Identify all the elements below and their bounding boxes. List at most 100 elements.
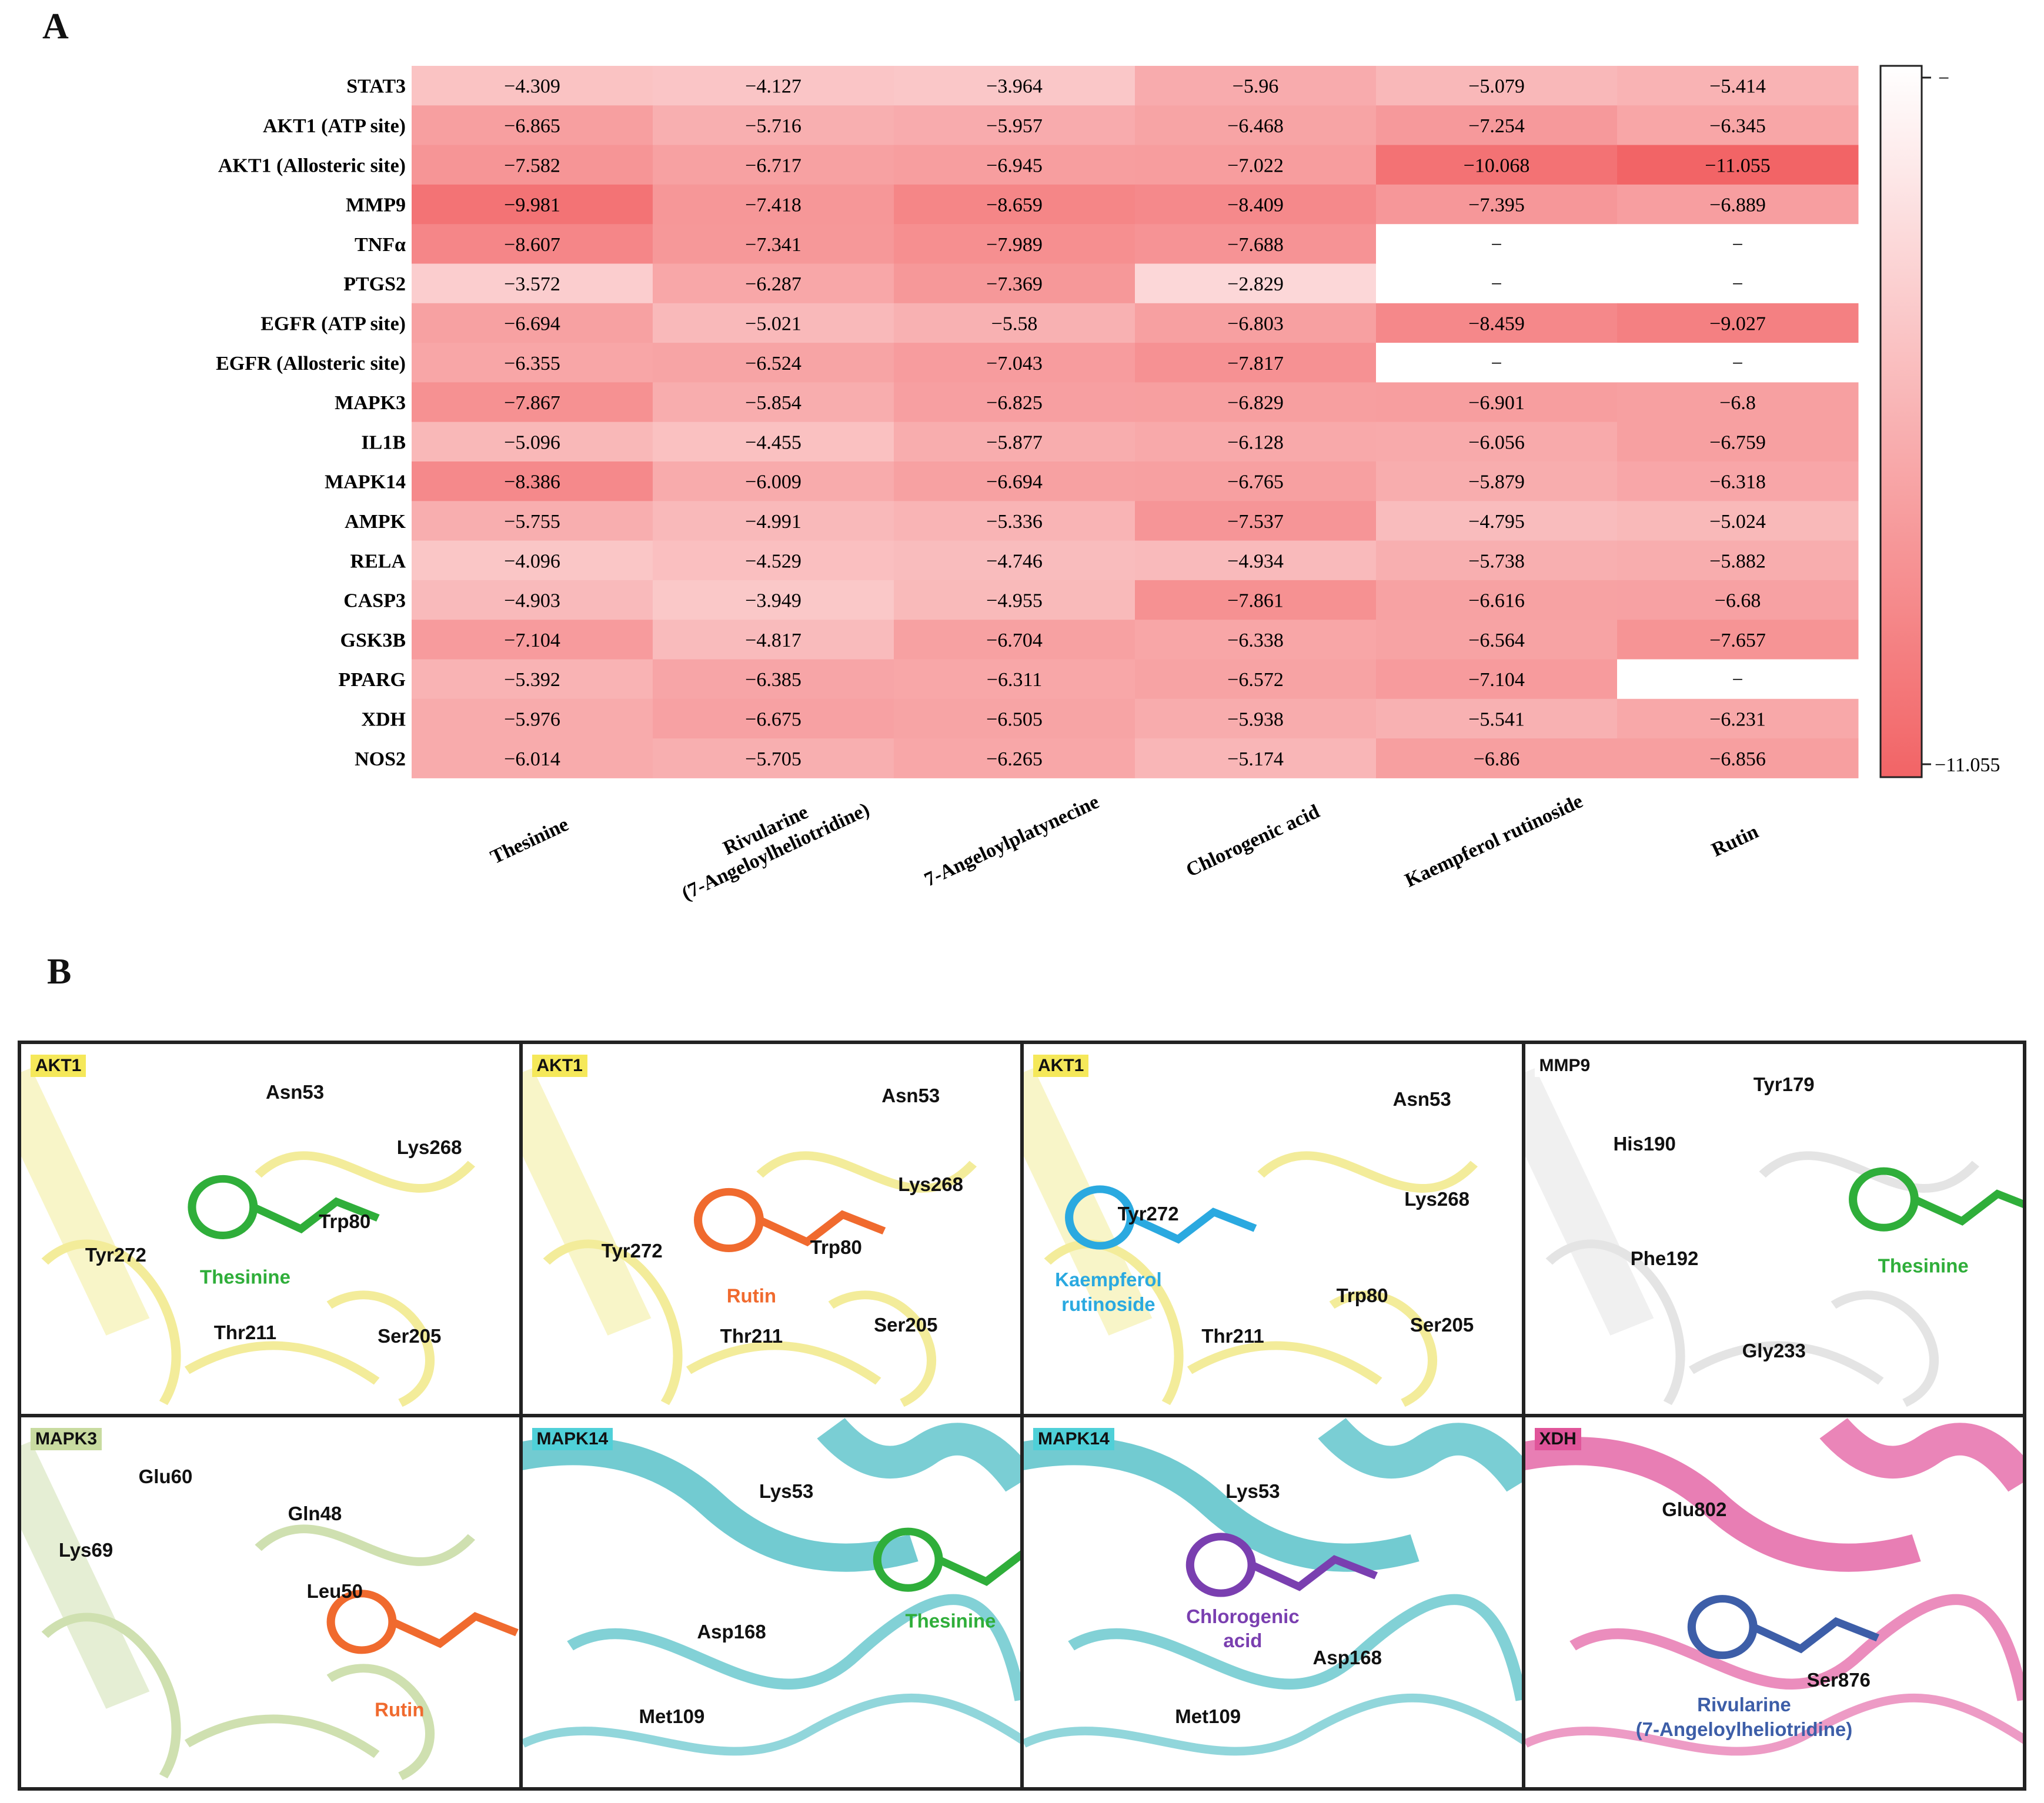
cell-value: −5.392 <box>504 669 560 691</box>
cell-value: −6.856 <box>1709 748 1766 770</box>
cell-value: −7.043 <box>986 353 1043 374</box>
colorbar <box>1879 65 1923 778</box>
docking-panel: AKT1 Asn53 Lys268 Trp80 Tyr272 Thr211 Ser205 Th… <box>19 1042 521 1416</box>
heatmap-cell <box>1376 659 1618 700</box>
heatmap-cell <box>1135 501 1377 541</box>
colorbar-max-label: − <box>1938 68 1949 89</box>
residue-label: Phe192 <box>1630 1247 1699 1269</box>
ligand-structure <box>1848 1167 1919 1232</box>
heatmap-cell <box>1617 66 1859 106</box>
heatmap-cell <box>1135 422 1377 462</box>
residue-label: Tyr272 <box>85 1243 146 1266</box>
cell-value: −6.009 <box>745 471 801 493</box>
residue-label: Glu802 <box>1662 1498 1727 1521</box>
cell-value: −6.345 <box>1709 115 1766 137</box>
cell-value: −6.311 <box>987 669 1042 691</box>
row-label: AMPK <box>345 511 406 533</box>
cell-value: −6.68 <box>1715 590 1761 612</box>
cell-value: −3.949 <box>745 590 801 612</box>
cell-value: −6.616 <box>1468 590 1525 612</box>
cell-value: −7.418 <box>745 195 801 216</box>
docking-panel: AKT1 Asn53 Lys268 Tyr272 Trp80 Thr211 Ser205 Ru… <box>520 1042 1022 1416</box>
heatmap-cell <box>1376 620 1618 660</box>
cell-value: −8.459 <box>1468 313 1525 334</box>
cell-value: −5.877 <box>986 431 1043 453</box>
heatmap-cell <box>653 580 894 620</box>
heatmap-cell <box>412 343 653 383</box>
heatmap-cell <box>653 343 894 383</box>
residue-label: Trp80 <box>810 1236 862 1258</box>
column-label-line: 7-Angeloylplatynecine <box>921 791 1102 891</box>
heatmap-cell <box>894 343 1135 383</box>
heatmap-cell <box>412 184 653 225</box>
heatmap-cell <box>894 263 1135 304</box>
protein-structure <box>522 1417 1020 1756</box>
cell-value: −6.889 <box>1709 195 1766 216</box>
cell-value: −4.955 <box>986 590 1043 612</box>
heatmap-cell <box>412 738 653 778</box>
heatmap-cell <box>1376 263 1618 304</box>
residue-label: His190 <box>1613 1132 1676 1155</box>
cell-value: −7.861 <box>1227 590 1284 612</box>
residue-label: Gly233 <box>1742 1340 1806 1362</box>
heatmap-cell <box>1376 738 1618 778</box>
cell-value: −6.694 <box>504 313 560 334</box>
protein-structure <box>1525 1417 2023 1756</box>
heatmap-cell <box>653 698 894 739</box>
residue-label: Asn53 <box>1392 1088 1451 1110</box>
heatmap-cell <box>1135 263 1377 304</box>
residue-label: Glu60 <box>138 1465 193 1487</box>
residue-label: Thr211 <box>720 1324 783 1347</box>
column-label: Chlorogenic acid <box>1183 801 1323 881</box>
cell-value: − <box>1491 234 1502 256</box>
cell-value: −6.524 <box>745 353 801 374</box>
ligand-structure <box>1065 1185 1135 1250</box>
cell-value: −6.829 <box>1227 392 1284 414</box>
heatmap-cell <box>1135 659 1377 700</box>
heatmap-cell <box>412 422 653 462</box>
heatmap-cell <box>894 145 1135 185</box>
protein-tag: MMP9 <box>1534 1055 1595 1077</box>
heatmap-cell <box>894 382 1135 423</box>
cell-value: −3.964 <box>986 76 1043 98</box>
cell-value: −7.657 <box>1709 630 1766 651</box>
cell-value: −6.265 <box>986 748 1043 770</box>
cell-value: −6.318 <box>1709 471 1766 493</box>
row-label: MMP9 <box>346 195 406 216</box>
heatmap-cell <box>412 501 653 541</box>
docking-grid: AKT1 Asn53 Lys268 Trp80 Tyr272 Thr211 Ser205 Th… <box>18 1041 2026 1791</box>
cell-value: −5.879 <box>1468 471 1525 493</box>
heatmap-cell <box>412 382 653 423</box>
cell-value: −4.903 <box>504 590 560 612</box>
row-label: CASP3 <box>343 590 406 612</box>
cell-value: −6.704 <box>986 630 1043 651</box>
cell-value: −5.738 <box>1468 550 1525 572</box>
residue-label: Lys268 <box>396 1136 462 1159</box>
heatmap-cell <box>1376 105 1618 146</box>
heatmap-cell <box>1617 224 1859 264</box>
cell-value: − <box>1732 273 1743 295</box>
ligand-label: Thesinine <box>1878 1255 1969 1277</box>
ligand-chain <box>1128 1207 1257 1244</box>
docking-panel: XDH Glu802 Ser876 Rivularine (7-Angeloylheli… <box>1523 1416 2025 1789</box>
cell-value: −6.128 <box>1227 431 1284 453</box>
cell-value: −8.386 <box>504 471 560 493</box>
ligand-chain <box>390 1612 519 1648</box>
heatmap-cell <box>653 738 894 778</box>
cell-value: −4.455 <box>745 431 801 453</box>
residue-label: Met109 <box>1175 1705 1241 1728</box>
heatmap-cell <box>1617 738 1859 778</box>
cell-value: −4.817 <box>745 630 801 651</box>
cell-value: −3.572 <box>504 273 560 295</box>
heatmap-cell <box>412 263 653 304</box>
heatmap-cell <box>894 184 1135 225</box>
protein-tag: MAPK14 <box>532 1428 613 1450</box>
cell-value: −4.934 <box>1227 550 1284 572</box>
cell-value: −7.341 <box>745 234 801 256</box>
ligand-label: Chlorogenic acid <box>1186 1605 1300 1651</box>
heatmap-cell <box>412 145 653 185</box>
cell-value: −7.817 <box>1227 353 1284 374</box>
heatmap-cell <box>1376 580 1618 620</box>
cell-value: −6.505 <box>986 708 1043 730</box>
cell-value: − <box>1732 669 1743 691</box>
